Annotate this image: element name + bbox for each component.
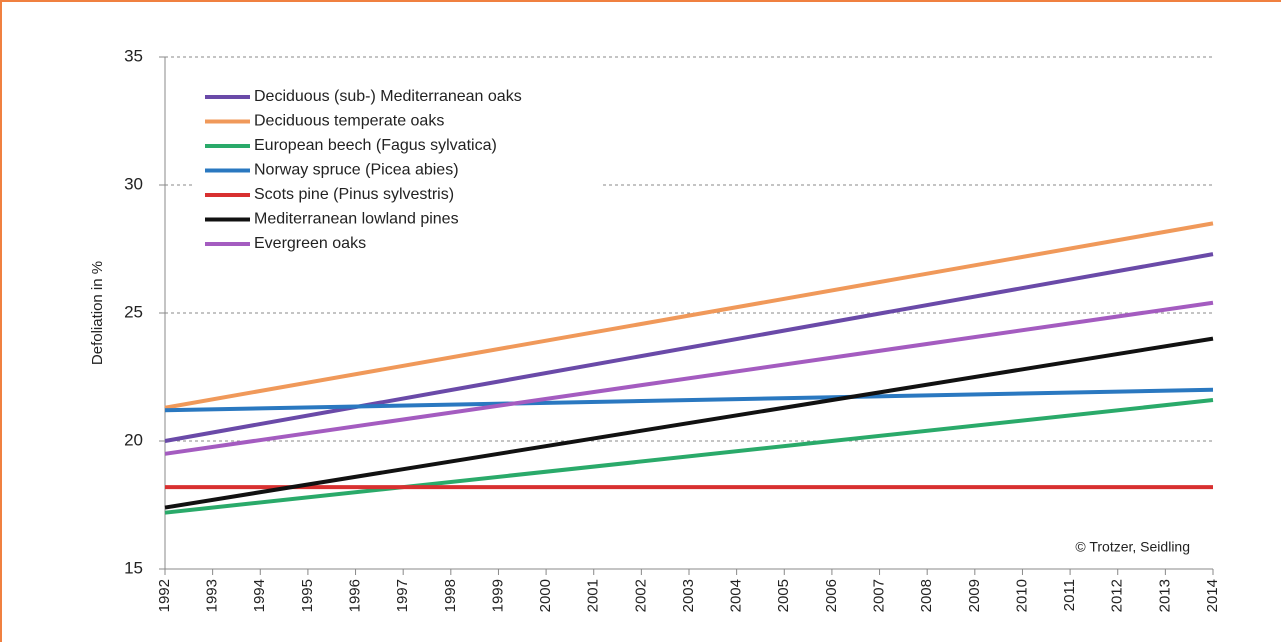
y-tick-label: 20 (124, 430, 143, 449)
x-tick-label: 2001 (585, 579, 602, 612)
legend-label: European beech (Fagus sylvatica) (254, 137, 497, 154)
y-tick-label: 30 (124, 174, 143, 193)
legend-label: Scots pine (Pinus sylvestris) (254, 186, 454, 203)
x-tick-label: 2003 (680, 579, 697, 612)
series-line (164, 300, 1214, 456)
x-tick-label: 2000 (537, 579, 554, 612)
x-tick-label: 1999 (489, 579, 506, 612)
series-line (164, 387, 1214, 413)
x-tick-label: 2010 (1013, 579, 1030, 612)
x-tick-label: 2002 (632, 579, 649, 612)
x-tick-label: 1996 (347, 579, 364, 612)
y-axis-label: Defoliation in % (89, 261, 106, 365)
y-tick-label: 35 (124, 46, 143, 65)
x-tick-label: 1994 (251, 579, 268, 612)
y-tick-label: 15 (124, 558, 143, 577)
x-tick-label: 2012 (1109, 579, 1126, 612)
legend-label: Evergreen oaks (254, 235, 366, 252)
legend-box (195, 80, 600, 280)
x-tick-label: 2011 (1061, 579, 1078, 611)
legend-label: Deciduous (sub-) Mediterranean oaks (254, 88, 522, 105)
series-line (164, 398, 1214, 515)
legend-label: Deciduous temperate oaks (254, 113, 444, 130)
series-line (164, 252, 1214, 443)
x-tick-label: 1995 (299, 579, 316, 612)
x-tick-label: 2009 (966, 579, 983, 612)
x-tick-label: 2014 (1204, 579, 1221, 612)
x-tick-label: 2013 (1156, 579, 1173, 612)
x-tick-label: 2008 (918, 579, 935, 612)
series-line (164, 336, 1214, 510)
annotation: © Trotzer, Seidling (1075, 539, 1190, 555)
legend-label: Mediterranean lowland pines (254, 211, 459, 228)
x-tick-label: 1997 (394, 579, 411, 612)
y-tick-label: 25 (124, 302, 143, 321)
x-tick-label: 1992 (156, 579, 173, 612)
x-tick-label: 1993 (204, 579, 221, 612)
legend-label: Norway spruce (Picea abies) (254, 162, 459, 179)
x-tick-label: 2004 (728, 579, 745, 612)
x-tick-label: 1998 (442, 579, 459, 612)
x-tick-label: 2005 (775, 579, 792, 612)
x-tick-label: 2006 (823, 579, 840, 612)
x-tick-label: 2007 (871, 579, 888, 612)
series-line (164, 221, 1214, 410)
